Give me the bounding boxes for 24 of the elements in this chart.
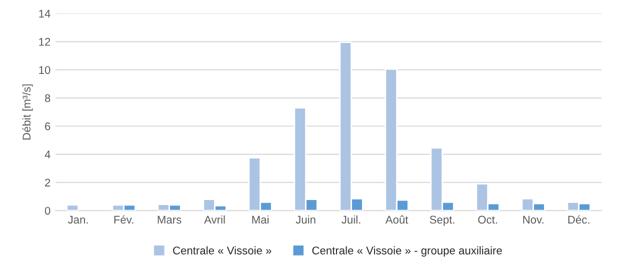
x-tick-label: Jan. [68, 216, 88, 224]
x-tick-label: Juin [296, 215, 316, 224]
y-tick-label: 4 [44, 150, 50, 158]
x-tick-label: Oct. [478, 216, 497, 224]
legend-label: Centrale « Vissoie » [173, 246, 272, 254]
y-tick-label: 0 [44, 206, 50, 215]
y-tick-label: 6 [45, 122, 50, 130]
y-tick-label: 2 [45, 178, 50, 186]
y-tick-label: 8 [44, 94, 50, 102]
y-tick-label: 10 [39, 66, 50, 74]
x-tick-label: Août [385, 215, 408, 224]
x-tick-label: Fév. [114, 215, 134, 224]
y-tick-label: 12 [39, 38, 50, 46]
x-tick-label: Avril [204, 215, 225, 224]
y-tick-label: 14 [39, 10, 50, 18]
x-tick-label: Juil. [342, 215, 360, 224]
bar [66, 204, 79, 211]
x-tick-label: Nov. [523, 216, 544, 224]
x-tick-label: Mai [252, 215, 268, 224]
legend-label: Centrale « Vissoie » - groupe auxiliaire [312, 246, 502, 257]
x-tick-label: Déc. [568, 215, 590, 224]
y-axis-title: Débit [m³/s] [22, 84, 33, 140]
x-tick-label: Mars [158, 216, 182, 224]
x-tick-label: Sept. [430, 216, 454, 226]
